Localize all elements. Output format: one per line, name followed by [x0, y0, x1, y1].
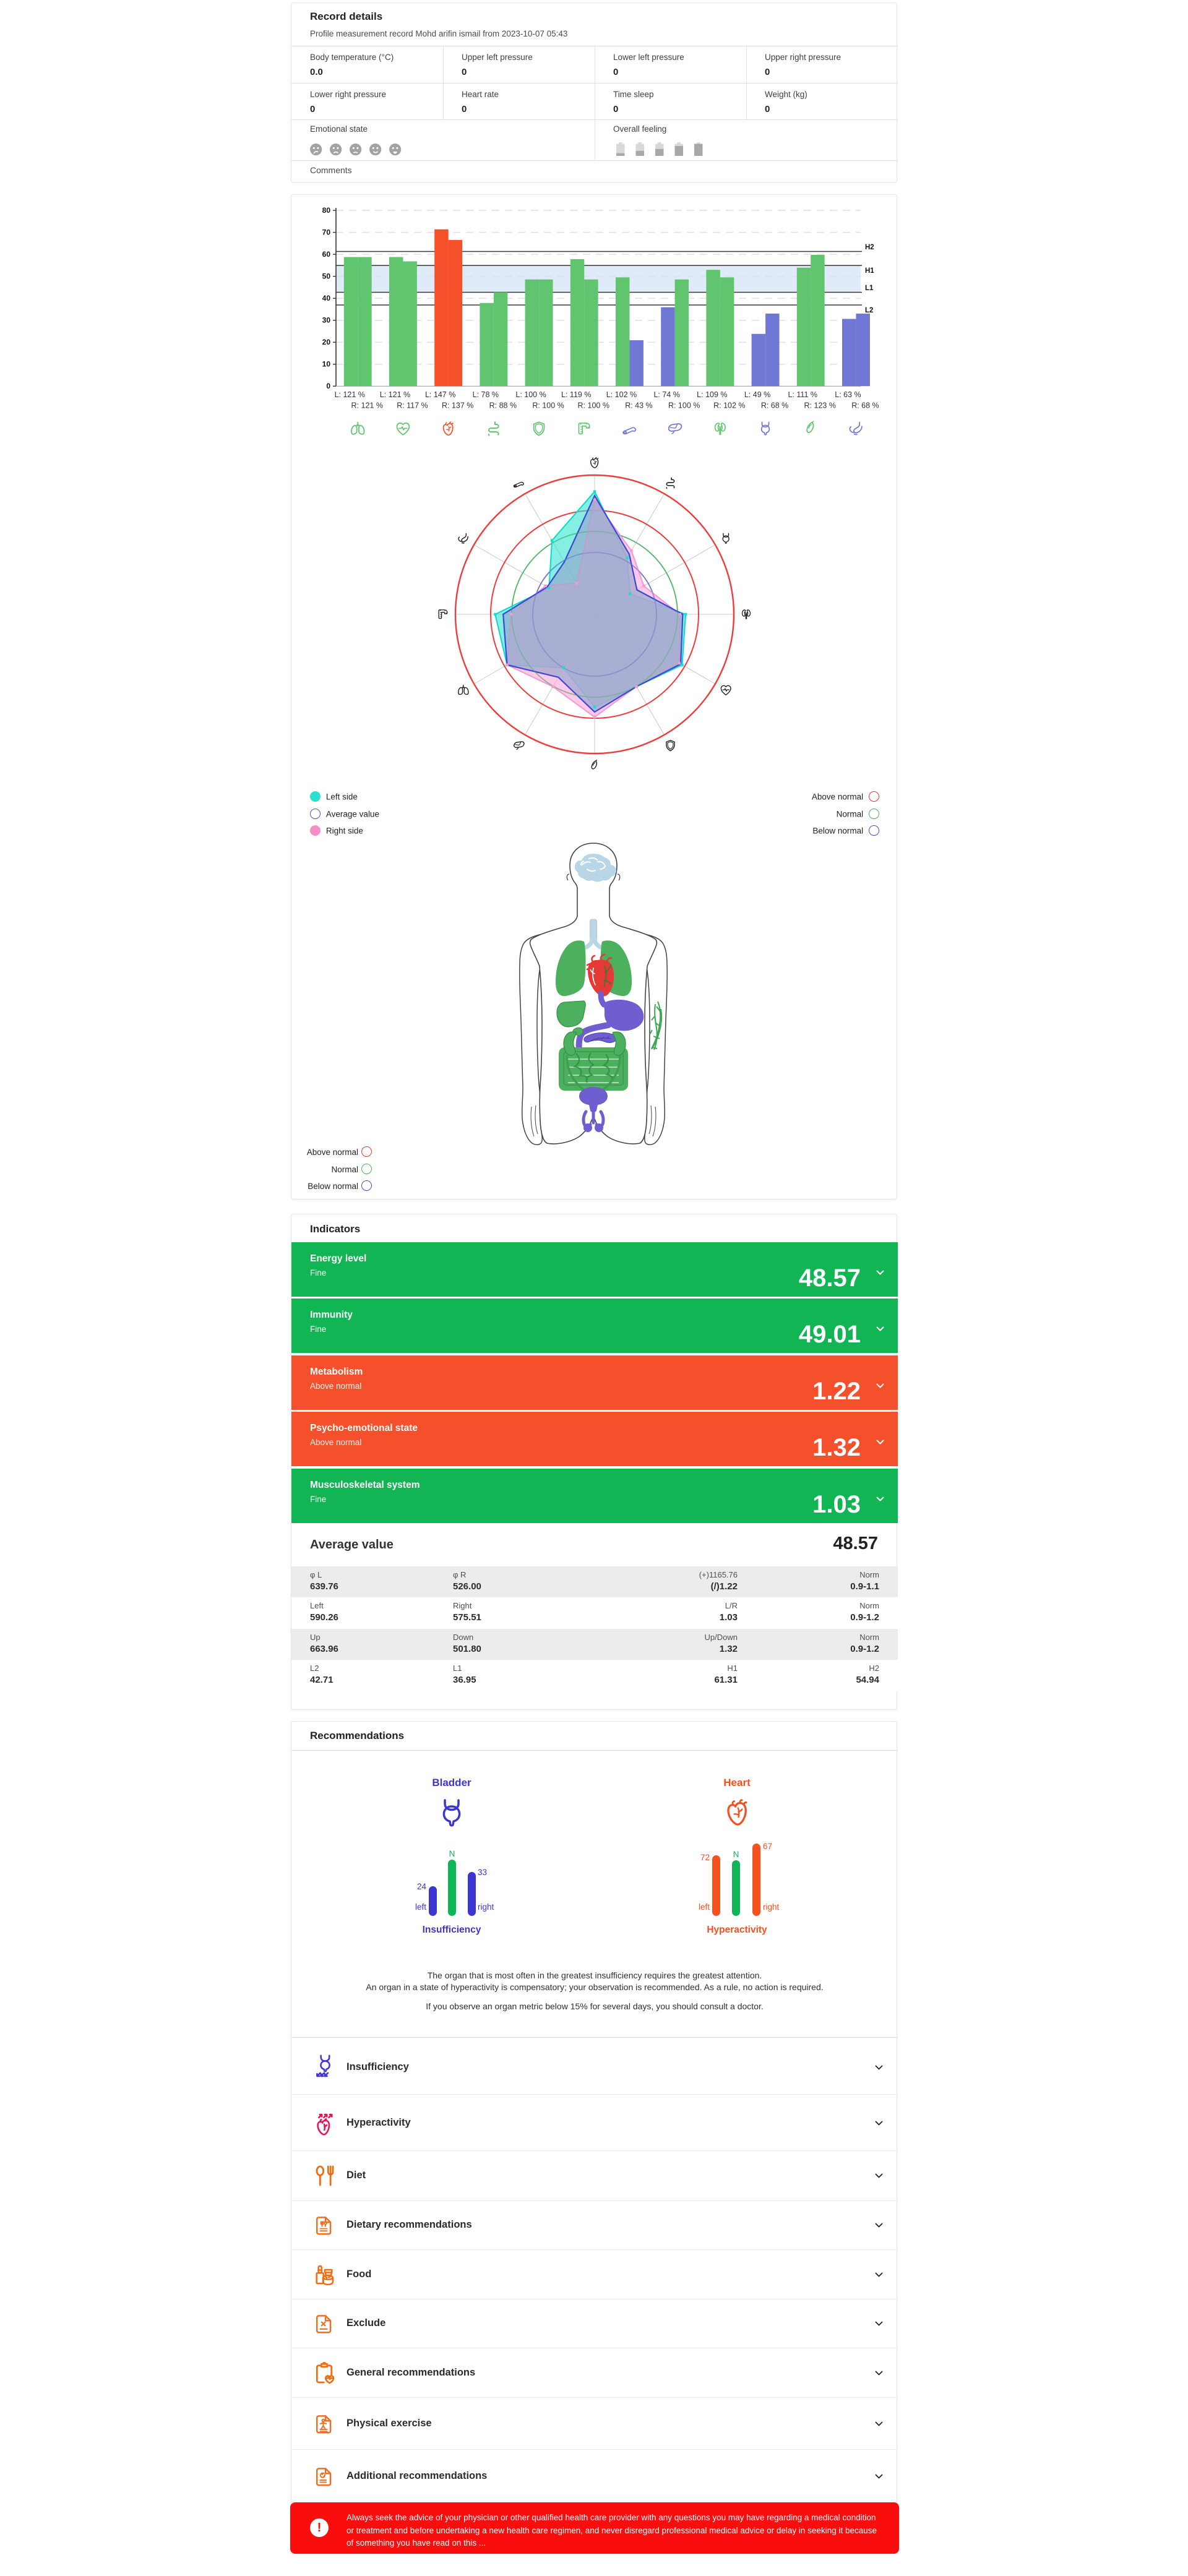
svg-text:L: 109 %: L: 109 % — [697, 390, 727, 399]
svg-text:H2: H2 — [865, 244, 874, 251]
svg-text:L2: L2 — [865, 307, 873, 314]
svg-text:L: 49 %: L: 49 % — [744, 390, 770, 399]
svg-text:50: 50 — [322, 272, 331, 281]
svg-text:60: 60 — [322, 250, 331, 259]
svg-text:30: 30 — [322, 316, 331, 325]
svg-text:80: 80 — [322, 206, 331, 215]
svg-text:R: 102 %: R: 102 % — [713, 401, 745, 410]
svg-text:L: 78 %: L: 78 % — [473, 390, 499, 399]
svg-text:L1: L1 — [865, 285, 874, 292]
svg-text:L: 121 %: L: 121 % — [380, 390, 410, 399]
svg-text:R: 100 %: R: 100 % — [532, 401, 564, 410]
svg-text:L: 119 %: L: 119 % — [561, 390, 591, 399]
svg-text:L: 102 %: L: 102 % — [606, 390, 637, 399]
svg-text:R: 100 %: R: 100 % — [578, 401, 609, 410]
svg-text:R: 68 %: R: 68 % — [851, 401, 879, 410]
svg-text:20: 20 — [322, 338, 331, 346]
svg-text:L: 63 %: L: 63 % — [835, 390, 861, 399]
svg-text:40: 40 — [322, 294, 331, 303]
svg-text:R: 68 %: R: 68 % — [761, 401, 788, 410]
svg-text:10: 10 — [322, 360, 331, 369]
svg-text:L: 111 %: L: 111 % — [788, 390, 818, 399]
svg-text:L: 100 %: L: 100 % — [515, 390, 546, 399]
svg-text:L: 147 %: L: 147 % — [425, 390, 455, 399]
svg-text:R: 88 %: R: 88 % — [489, 401, 517, 410]
svg-text:R: 137 %: R: 137 % — [442, 401, 473, 410]
svg-text:R: 123 %: R: 123 % — [804, 401, 836, 410]
svg-text:L: 121 %: L: 121 % — [335, 390, 365, 399]
svg-text:R: 121 %: R: 121 % — [351, 401, 383, 410]
svg-text:R: 117 %: R: 117 % — [397, 401, 428, 410]
svg-text:0: 0 — [326, 382, 330, 390]
svg-text:70: 70 — [322, 228, 331, 237]
svg-text:L: 74 %: L: 74 % — [653, 390, 679, 399]
svg-text:R: 100 %: R: 100 % — [668, 401, 700, 410]
svg-text:R: 43 %: R: 43 % — [625, 401, 652, 410]
svg-text:H1: H1 — [865, 267, 874, 275]
